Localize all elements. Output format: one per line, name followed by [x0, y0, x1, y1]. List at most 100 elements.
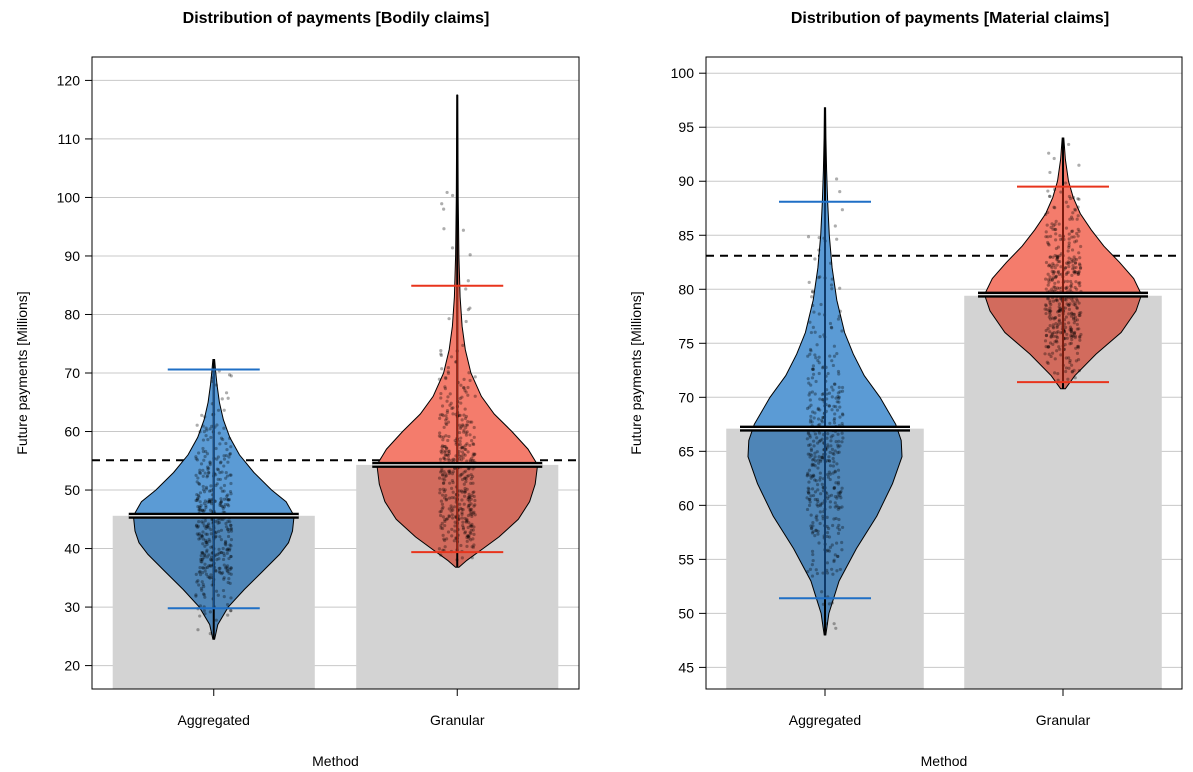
y-tick-label: 85: [678, 227, 694, 243]
sample-point: [1044, 287, 1048, 291]
sample-point: [204, 504, 208, 508]
sample-point: [458, 502, 462, 506]
sample-point: [1054, 298, 1058, 302]
sample-point: [437, 476, 442, 480]
sample-point: [830, 359, 834, 363]
sample-point: [222, 553, 226, 558]
sample-point: [223, 539, 228, 544]
sample-point: [195, 458, 200, 462]
sample-point: [449, 504, 453, 508]
sample-point: [1070, 369, 1074, 374]
sample-point: [1071, 334, 1075, 338]
sample-point: [204, 566, 208, 570]
sample-point: [1052, 270, 1056, 274]
sample-point: [825, 571, 830, 575]
sample-point: [195, 480, 199, 484]
sample-point: [224, 441, 228, 446]
sample-point: [1048, 170, 1052, 175]
sample-point: [197, 508, 201, 512]
sample-point: [1065, 336, 1069, 340]
sample-point: [1053, 357, 1057, 361]
sample-point: [1053, 266, 1057, 270]
sample-point: [463, 407, 467, 411]
sample-point: [461, 523, 465, 528]
x-axis-label: Method: [921, 753, 968, 769]
sample-point: [203, 553, 207, 558]
sample-point: [224, 521, 228, 526]
sample-point: [438, 457, 443, 461]
sample-point: [1077, 327, 1081, 331]
sample-point: [815, 497, 820, 502]
sample-point: [447, 471, 452, 476]
sample-point: [443, 449, 448, 453]
sample-point: [818, 476, 822, 480]
sample-point: [833, 412, 837, 416]
sample-point: [194, 457, 198, 461]
sample-point: [226, 527, 230, 532]
sample-point: [837, 385, 841, 390]
sample-point: [1069, 279, 1073, 284]
sample-point: [225, 564, 230, 568]
sample-point: [460, 490, 464, 494]
sample-point: [457, 449, 461, 454]
sample-point: [808, 320, 812, 324]
sample-point: [807, 405, 811, 409]
sample-point: [820, 398, 825, 402]
sample-point: [227, 504, 231, 508]
sample-point: [835, 352, 839, 356]
sample-point: [811, 530, 815, 534]
sample-point: [457, 489, 461, 493]
sample-point: [809, 418, 813, 422]
sample-point: [464, 469, 468, 473]
sample-point: [1078, 334, 1082, 339]
sample-point: [828, 354, 832, 358]
sample-point: [469, 524, 473, 528]
y-tick-label: 95: [678, 119, 694, 135]
sample-point: [1071, 334, 1075, 338]
sample-point: [1054, 238, 1058, 242]
sample-point: [214, 569, 218, 573]
sample-point: [1044, 277, 1048, 281]
sample-point: [834, 439, 838, 444]
sample-point: [1064, 356, 1068, 360]
sample-point: [1076, 272, 1080, 276]
sample-point: [813, 459, 818, 463]
sample-point: [227, 577, 231, 581]
sample-point: [826, 475, 831, 479]
sample-point: [444, 474, 449, 478]
sample-point: [466, 419, 470, 424]
sample-point: [201, 509, 206, 513]
sample-point: [821, 571, 825, 575]
sample-point: [449, 355, 454, 359]
sample-point: [1064, 298, 1068, 302]
sample-point: [452, 505, 457, 509]
sample-point: [458, 454, 462, 459]
sample-point: [1046, 278, 1051, 282]
sample-point: [1070, 217, 1075, 221]
sample-point: [225, 568, 229, 572]
sample-point: [807, 480, 811, 484]
sample-point: [1048, 299, 1052, 303]
sample-point: [220, 489, 224, 493]
sample-point: [461, 424, 465, 428]
sample-point: [809, 447, 813, 451]
sample-point: [809, 526, 814, 531]
sample-point: [440, 502, 445, 506]
sample-point: [833, 224, 837, 228]
sample-point: [197, 583, 201, 587]
sample-point: [207, 499, 211, 503]
sample-point: [1077, 269, 1081, 274]
y-tick-label: 75: [678, 335, 694, 351]
sample-point: [1044, 328, 1048, 333]
sample-point: [1071, 195, 1076, 200]
sample-point: [216, 521, 220, 525]
sample-point: [201, 488, 206, 492]
sample-point: [441, 487, 445, 491]
sample-point: [469, 528, 473, 532]
sample-point: [217, 557, 221, 561]
sample-point: [821, 514, 825, 518]
sample-point: [459, 401, 463, 405]
sample-point: [447, 451, 451, 456]
sample-point: [227, 497, 232, 502]
sample-point: [838, 190, 842, 194]
